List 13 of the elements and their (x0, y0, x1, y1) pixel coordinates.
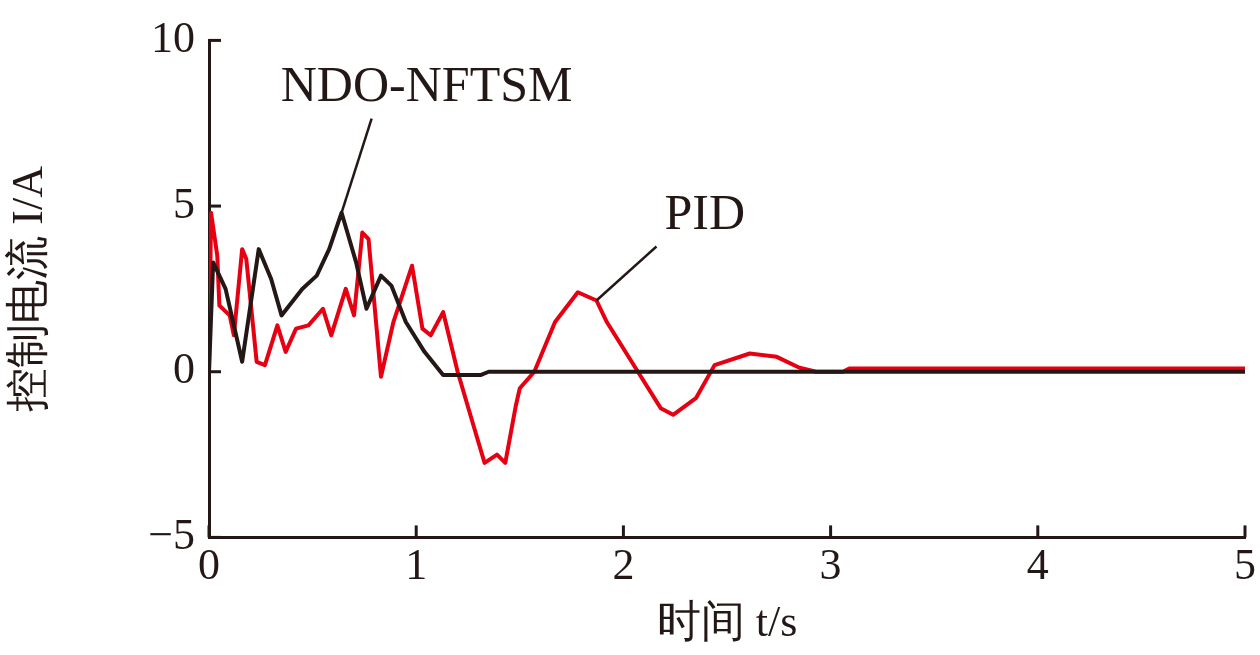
text: NDO-NFTSM (280, 55, 573, 112)
y-tick-label: −5 (148, 509, 195, 559)
x-tick-label: 3 (819, 540, 842, 590)
y-tick-label: 5 (173, 178, 195, 228)
y-axis-title: 控制电流 I/A (2, 165, 52, 412)
x-tick-label: 1 (405, 540, 428, 590)
series-label: PID (664, 183, 746, 240)
x-tick-label: 4 (1026, 540, 1049, 590)
y-tick-label: 0 (173, 344, 195, 394)
x-tick-label: 2 (612, 540, 635, 590)
y-tick-label: 10 (151, 12, 195, 62)
x-axis-title: 时间 t/s (656, 597, 798, 647)
x-tick-label: 5 (1234, 540, 1256, 590)
